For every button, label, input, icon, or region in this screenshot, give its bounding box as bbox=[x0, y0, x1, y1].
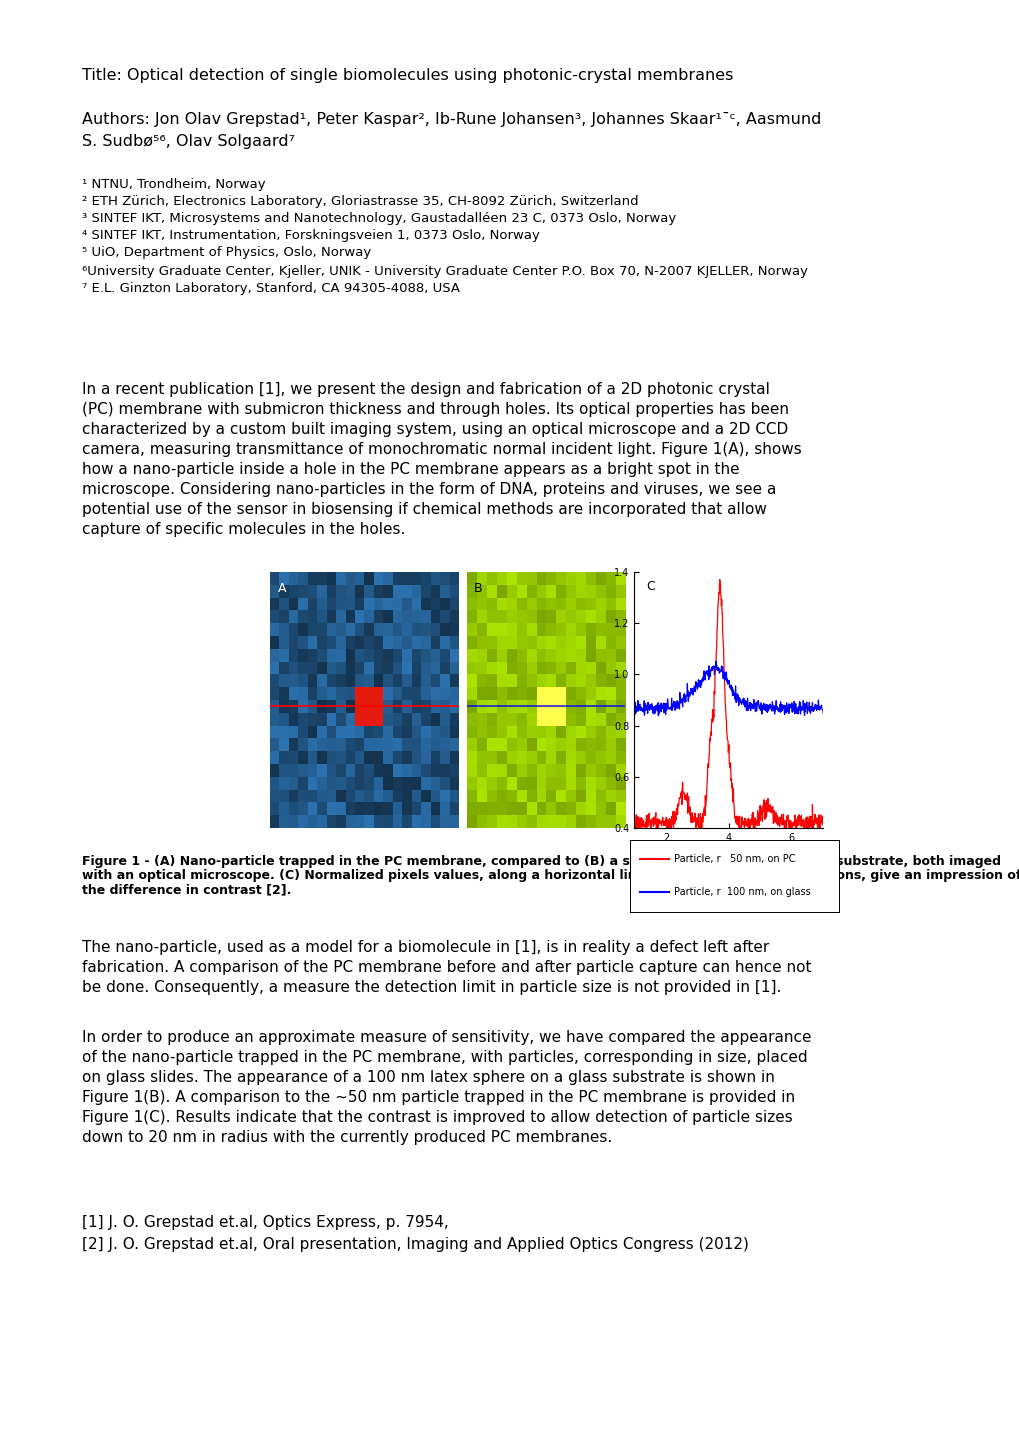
Text: capture of specific molecules in the holes.: capture of specific molecules in the hol… bbox=[82, 522, 405, 537]
Text: [1] J. O. Grepstad et.al, Optics Express, p. 7954,: [1] J. O. Grepstad et.al, Optics Express… bbox=[82, 1215, 452, 1229]
Text: Particle, r   50 nm, on PC: Particle, r 50 nm, on PC bbox=[674, 854, 795, 864]
Text: be done. Consequently, a measure the detection limit in particle size is not pro: be done. Consequently, a measure the det… bbox=[82, 980, 781, 996]
Text: ¹ NTNU, Trondheim, Norway: ¹ NTNU, Trondheim, Norway bbox=[82, 177, 265, 190]
Text: A: A bbox=[277, 582, 286, 596]
X-axis label: x-distance [ m]: x-distance [ m] bbox=[691, 848, 765, 859]
Text: [2] J. O. Grepstad et.al, Oral presentation, Imaging and Applied Optics Congress: [2] J. O. Grepstad et.al, Oral presentat… bbox=[82, 1237, 748, 1253]
Text: ⁴ SINTEF IKT, Instrumentation, Forskningsveien 1, 0373 Oslo, Norway: ⁴ SINTEF IKT, Instrumentation, Forskning… bbox=[82, 229, 539, 242]
Text: microscope. Considering nano-particles in the form of DNA, proteins and viruses,: microscope. Considering nano-particles i… bbox=[82, 482, 775, 496]
Text: the difference in contrast [2].: the difference in contrast [2]. bbox=[82, 883, 290, 896]
Text: camera, measuring transmittance of monochromatic normal incident light. Figure 1: camera, measuring transmittance of monoc… bbox=[82, 442, 801, 457]
Text: Title: Optical detection of single biomolecules using photonic-crystal membranes: Title: Optical detection of single biomo… bbox=[82, 68, 733, 84]
Text: Figure 1(B). A comparison to the ~50 nm particle trapped in the PC membrane is p: Figure 1(B). A comparison to the ~50 nm … bbox=[82, 1089, 794, 1105]
Text: ² ETH Zürich, Electronics Laboratory, Gloriastrasse 35, CH-8092 Zürich, Switzerl: ² ETH Zürich, Electronics Laboratory, Gl… bbox=[82, 195, 638, 208]
Text: B: B bbox=[473, 582, 482, 596]
Text: down to 20 nm in radius with the currently produced PC membranes.: down to 20 nm in radius with the current… bbox=[82, 1130, 611, 1144]
Text: on glass slides. The appearance of a 100 nm latex sphere on a glass substrate is: on glass slides. The appearance of a 100… bbox=[82, 1071, 773, 1085]
Text: of the nano-particle trapped in the PC membrane, with particles, corresponding i: of the nano-particle trapped in the PC m… bbox=[82, 1051, 806, 1065]
Text: ³ SINTEF IKT, Microsystems and Nanotechnology, Gaustadalléen 23 C, 0373 Oslo, No: ³ SINTEF IKT, Microsystems and Nanotechn… bbox=[82, 212, 676, 225]
Text: C: C bbox=[645, 580, 654, 593]
Text: Figure 1(C). Results indicate that the contrast is improved to allow detection o: Figure 1(C). Results indicate that the c… bbox=[82, 1110, 792, 1126]
Text: Figure 1 - (A) Nano-particle trapped in the PC membrane, compared to (B) a singl: Figure 1 - (A) Nano-particle trapped in … bbox=[82, 856, 1000, 869]
Text: ⁵ UiO, Department of Physics, Oslo, Norway: ⁵ UiO, Department of Physics, Oslo, Norw… bbox=[82, 245, 371, 258]
Text: with an optical microscope. (C) Normalized pixels values, along a horizontal lin: with an optical microscope. (C) Normaliz… bbox=[82, 869, 1019, 882]
Text: In order to produce an approximate measure of sensitivity, we have compared the : In order to produce an approximate measu… bbox=[82, 1030, 810, 1045]
Text: In a recent publication [1], we present the design and fabrication of a 2D photo: In a recent publication [1], we present … bbox=[82, 382, 768, 397]
Text: Particle, r  100 nm, on glass: Particle, r 100 nm, on glass bbox=[674, 887, 810, 898]
Text: Authors: Jon Olav Grepstad¹, Peter Kaspar², Ib-Rune Johansen³, Johannes Skaar¹ˉᶜ: Authors: Jon Olav Grepstad¹, Peter Kaspa… bbox=[82, 113, 820, 127]
Text: The nano-particle, used as a model for a biomolecule in [1], is in reality a def: The nano-particle, used as a model for a… bbox=[82, 939, 768, 955]
Text: fabrication. A comparison of the PC membrane before and after particle capture c: fabrication. A comparison of the PC memb… bbox=[82, 960, 810, 975]
Text: ⁷ E.L. Ginzton Laboratory, Stanford, CA 94305-4088, USA: ⁷ E.L. Ginzton Laboratory, Stanford, CA … bbox=[82, 281, 460, 294]
Text: (PC) membrane with submicron thickness and through holes. Its optical properties: (PC) membrane with submicron thickness a… bbox=[82, 403, 788, 417]
Text: characterized by a custom built imaging system, using an optical microscope and : characterized by a custom built imaging … bbox=[82, 421, 787, 437]
Text: ⁶University Graduate Center, Kjeller, UNIK - University Graduate Center P.O. Box: ⁶University Graduate Center, Kjeller, UN… bbox=[82, 266, 807, 278]
Text: S. Sudbø⁵⁶, Olav Solgaard⁷: S. Sudbø⁵⁶, Olav Solgaard⁷ bbox=[82, 134, 294, 149]
Text: potential use of the sensor in biosensing if chemical methods are incorporated t: potential use of the sensor in biosensin… bbox=[82, 502, 765, 517]
Text: how a nano-particle inside a hole in the PC membrane appears as a bright spot in: how a nano-particle inside a hole in the… bbox=[82, 462, 739, 478]
